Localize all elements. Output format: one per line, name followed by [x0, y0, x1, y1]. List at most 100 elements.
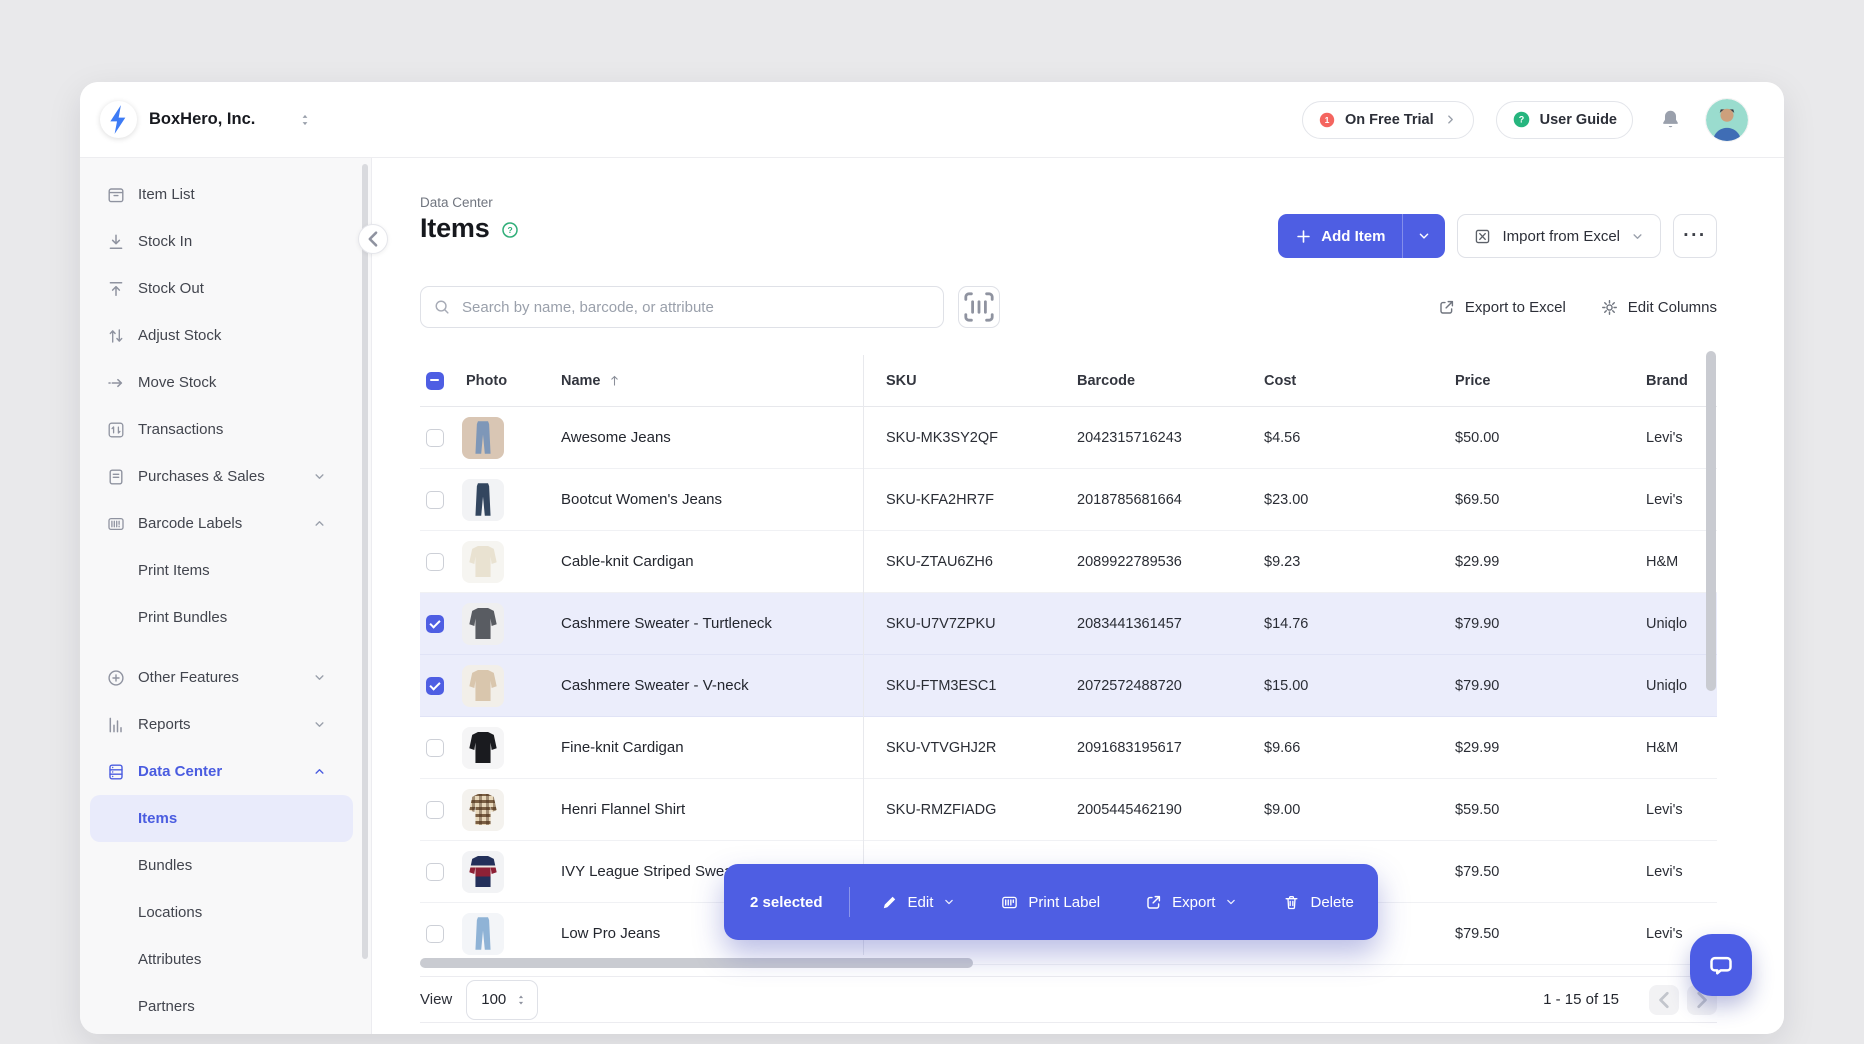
import-from-excel-button[interactable]: Import from Excel: [1457, 214, 1661, 258]
trash-icon: [1282, 893, 1301, 912]
chat-launcher-button[interactable]: [1690, 934, 1752, 996]
sidebar-item-print-bundles[interactable]: Print Bundles: [80, 594, 371, 641]
cell-cost: $9.00: [1264, 802, 1455, 818]
sidebar-item-label: Item List: [138, 186, 195, 203]
sidebar-collapse-button[interactable]: [358, 224, 388, 254]
header-name[interactable]: Name: [561, 373, 863, 389]
cell-sku: SKU-RMZFIADG: [863, 802, 1077, 818]
row-checkbox[interactable]: [426, 801, 444, 819]
header-photo[interactable]: Photo: [456, 373, 561, 389]
sidebar-scrollbar[interactable]: [362, 164, 368, 959]
edit-columns-button[interactable]: Edit Columns: [1600, 298, 1717, 317]
sidebar-item-label: Reports: [138, 716, 191, 733]
top-garment-shape: [465, 730, 501, 766]
divider: [849, 887, 850, 917]
bulk-export-button[interactable]: Export: [1144, 893, 1238, 912]
item-photo: [462, 727, 504, 769]
header-price[interactable]: Price: [1455, 373, 1646, 389]
cell-name: Awesome Jeans: [561, 429, 863, 446]
sidebar-item-transactions[interactable]: Transactions: [80, 406, 371, 453]
sidebar-item-purchases-sales[interactable]: Purchases & Sales: [80, 453, 371, 500]
cell-sku: SKU-VTVGHJ2R: [863, 740, 1077, 756]
sidebar-item-print-items[interactable]: Print Items: [80, 547, 371, 594]
help-icon[interactable]: ?: [500, 220, 520, 240]
cell-price: $79.90: [1455, 678, 1646, 694]
add-item-dropdown-button[interactable]: [1403, 214, 1445, 258]
user-guide-button[interactable]: ? User Guide: [1496, 101, 1633, 139]
table-row[interactable]: Cashmere Sweater - V-neckSKU-FTM3ESC1207…: [420, 655, 1717, 717]
row-checkbox[interactable]: [426, 863, 444, 881]
table-row[interactable]: Bootcut Women's JeansSKU-KFA2HR7F2018785…: [420, 469, 1717, 531]
sidebar-item-move-stock[interactable]: Move Stock: [80, 359, 371, 406]
sidebar-item-attributes[interactable]: Attributes: [80, 936, 371, 983]
sidebar-item-stock-out[interactable]: Stock Out: [80, 265, 371, 312]
header-cost[interactable]: Cost: [1264, 373, 1455, 389]
sidebar-item-bundles[interactable]: Bundles: [80, 842, 371, 889]
user-avatar[interactable]: [1706, 99, 1748, 141]
table-horizontal-scrollbar[interactable]: [420, 958, 973, 968]
sidebar-nav: Item List Stock InStock OutAdjust StockMo…: [80, 157, 372, 1034]
brand-text: Levi's: [1646, 926, 1692, 942]
page-title-text: Items: [420, 213, 490, 244]
row-checkbox[interactable]: [426, 491, 444, 509]
row-checkbox-cell: [420, 429, 456, 447]
table-row[interactable]: Fine-knit CardiganSKU-VTVGHJ2R2091683195…: [420, 717, 1717, 779]
pants-garment-shape: [465, 482, 501, 518]
chevron-down-icon: [1224, 895, 1238, 909]
table-row[interactable]: Cashmere Sweater - TurtleneckSKU-U7V7ZPK…: [420, 593, 1717, 655]
cell-cost: $15.00: [1264, 678, 1455, 694]
header-barcode[interactable]: Barcode: [1077, 373, 1264, 389]
barcode-scan-button[interactable]: [958, 286, 1000, 328]
table-row[interactable]: Awesome JeansSKU-MK3SY2QF2042315716243$4…: [420, 407, 1717, 469]
add-item-button[interactable]: Add Item: [1278, 214, 1402, 258]
sidebar-item-stock-in[interactable]: Stock In: [80, 218, 371, 265]
bulk-edit-button[interactable]: Edit: [880, 893, 957, 912]
top-garment-shape: [465, 606, 501, 642]
sidebar-item-data-center[interactable]: Data Center: [80, 748, 371, 795]
row-checkbox[interactable]: [426, 739, 444, 757]
row-checkbox[interactable]: [426, 677, 444, 695]
search-input[interactable]: [460, 298, 931, 317]
chevron-right-icon: [1443, 112, 1458, 127]
sidebar-item-barcode-labels[interactable]: Barcode Labels: [80, 500, 371, 547]
bulk-delete-button[interactable]: Delete: [1282, 893, 1353, 912]
table-row[interactable]: Cable-knit CardiganSKU-ZTAU6ZH6208992278…: [420, 531, 1717, 593]
cell-name: Cable-knit Cardigan: [561, 553, 863, 570]
row-checkbox[interactable]: [426, 429, 444, 447]
export-to-excel-button[interactable]: Export to Excel: [1437, 298, 1566, 317]
item-photo: [462, 851, 504, 893]
row-checkbox[interactable]: [426, 925, 444, 943]
sidebar-item-partners[interactable]: Partners: [80, 983, 371, 1030]
notifications-bell-icon[interactable]: [1659, 108, 1682, 131]
row-checkbox-cell: [420, 863, 456, 881]
sidebar-item-locations[interactable]: Locations: [80, 889, 371, 936]
header-sku[interactable]: SKU: [863, 373, 1077, 389]
previous-page-button[interactable]: [1649, 985, 1679, 1015]
row-checkbox[interactable]: [426, 553, 444, 571]
company-switcher-icon[interactable]: [297, 112, 313, 128]
row-checkbox[interactable]: [426, 615, 444, 633]
cell-brand: Levi's: [1646, 802, 1717, 818]
free-trial-button[interactable]: 1 On Free Trial: [1302, 101, 1474, 139]
sidebar-item-label: Print Bundles: [138, 609, 227, 626]
table-row[interactable]: Henri Flannel ShirtSKU-RMZFIADG200544546…: [420, 779, 1717, 841]
cell-price: $59.50: [1455, 802, 1646, 818]
cell-photo: [456, 541, 561, 583]
sidebar-item-other-features[interactable]: Other Features: [80, 654, 371, 701]
cell-cost: $9.66: [1264, 740, 1455, 756]
stock-out-icon: [106, 279, 126, 299]
more-options-button[interactable]: ···: [1673, 214, 1717, 258]
chevron-down-icon: [312, 670, 327, 685]
select-all-checkbox[interactable]: [426, 372, 444, 390]
sidebar-item-item-list[interactable]: Item List: [80, 171, 371, 218]
barcode-labels-icon: [106, 514, 126, 534]
print-label-button[interactable]: Print Label: [1000, 893, 1100, 912]
table-header-row: Photo Name SKU Barcode Cost Price Brand: [420, 355, 1717, 407]
sidebar-item-reports[interactable]: Reports: [80, 701, 371, 748]
page-size-select[interactable]: 100: [466, 980, 538, 1020]
export-icon: [1437, 298, 1456, 317]
chevron-down-icon: [1416, 228, 1432, 244]
table-vertical-scrollbar[interactable]: [1706, 351, 1716, 691]
sidebar-item-items[interactable]: Items: [90, 795, 353, 842]
sidebar-item-adjust-stock[interactable]: Adjust Stock: [80, 312, 371, 359]
